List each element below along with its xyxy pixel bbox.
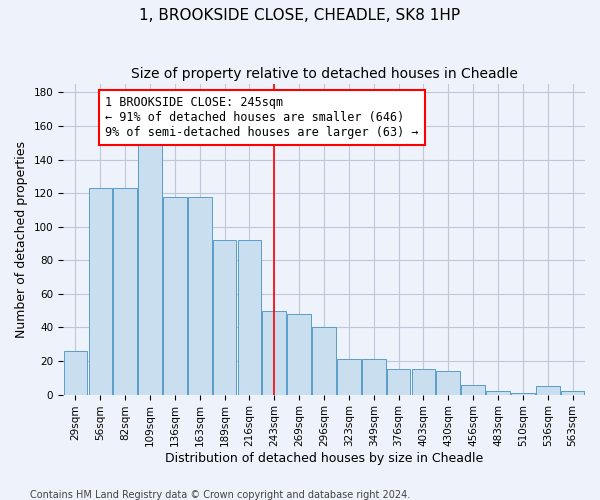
Bar <box>138 143 162 395</box>
Bar <box>387 370 410 394</box>
Bar <box>213 240 236 394</box>
Bar <box>436 371 460 394</box>
Bar <box>362 360 386 394</box>
Bar <box>64 351 87 395</box>
Bar <box>337 360 361 394</box>
X-axis label: Distribution of detached houses by size in Cheadle: Distribution of detached houses by size … <box>165 452 483 465</box>
Bar <box>262 310 286 394</box>
Bar <box>89 188 112 394</box>
Bar <box>163 196 187 394</box>
Bar <box>561 391 584 394</box>
Bar <box>113 188 137 394</box>
Bar <box>412 370 435 394</box>
Y-axis label: Number of detached properties: Number of detached properties <box>15 141 28 338</box>
Bar <box>188 196 212 394</box>
Bar <box>287 314 311 394</box>
Bar <box>511 393 535 394</box>
Text: Contains HM Land Registry data © Crown copyright and database right 2024.: Contains HM Land Registry data © Crown c… <box>30 490 410 500</box>
Bar <box>238 240 261 394</box>
Title: Size of property relative to detached houses in Cheadle: Size of property relative to detached ho… <box>131 68 517 82</box>
Text: 1 BROOKSIDE CLOSE: 245sqm
← 91% of detached houses are smaller (646)
9% of semi-: 1 BROOKSIDE CLOSE: 245sqm ← 91% of detac… <box>105 96 419 139</box>
Text: 1, BROOKSIDE CLOSE, CHEADLE, SK8 1HP: 1, BROOKSIDE CLOSE, CHEADLE, SK8 1HP <box>139 8 461 22</box>
Bar <box>312 328 336 394</box>
Bar <box>536 386 560 394</box>
Bar <box>461 384 485 394</box>
Bar <box>486 391 510 394</box>
